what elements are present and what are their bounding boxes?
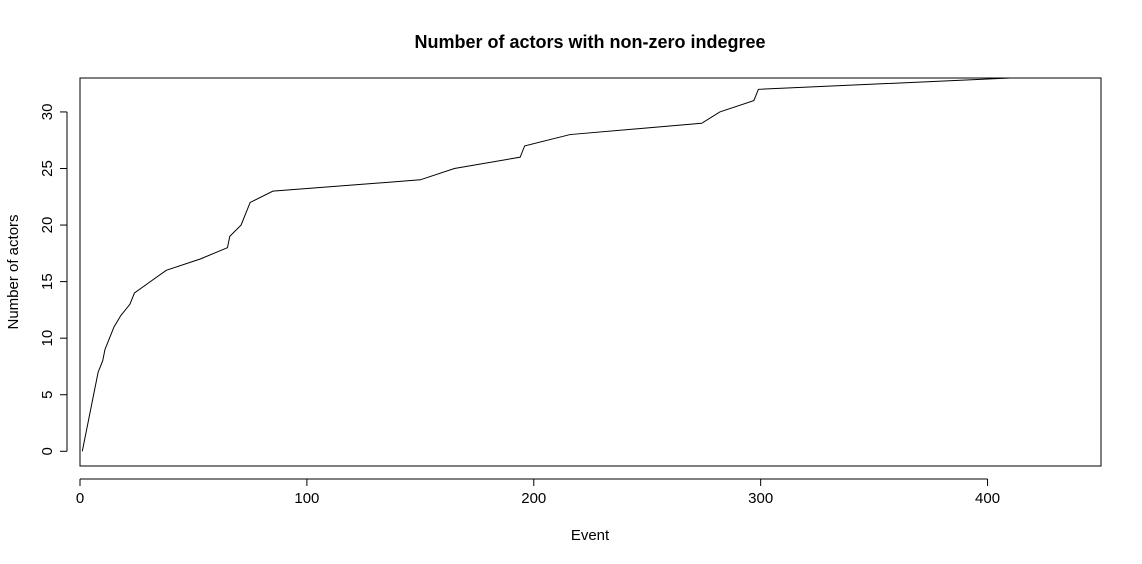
y-axis-label: Number of actors xyxy=(5,214,22,329)
y-tick-label: 5 xyxy=(39,391,56,399)
y-tick-label: 20 xyxy=(39,217,56,234)
x-tick-label: 300 xyxy=(748,490,773,507)
x-axis-label: Event xyxy=(571,527,610,544)
x-tick-label: 400 xyxy=(975,490,1000,507)
y-tick-label: 10 xyxy=(39,330,56,347)
x-tick-label: 200 xyxy=(521,490,546,507)
series-line xyxy=(81,77,1065,452)
x-tick-label: 100 xyxy=(294,490,319,507)
y-tick-label: 30 xyxy=(39,104,56,121)
plot-area-frame xyxy=(79,77,1102,467)
y-tick-label: 25 xyxy=(39,160,56,177)
y-tick-label: 0 xyxy=(39,447,56,455)
data-series xyxy=(81,77,1065,452)
chart-title: Number of actors with non-zero indegree xyxy=(414,32,765,52)
y-axis: 0 5 10 15 20 25 30 xyxy=(39,104,68,455)
y-tick-label: 15 xyxy=(39,273,56,290)
x-tick-label: 0 xyxy=(76,490,84,507)
x-axis: 0 100 200 300 400 xyxy=(76,478,1000,507)
